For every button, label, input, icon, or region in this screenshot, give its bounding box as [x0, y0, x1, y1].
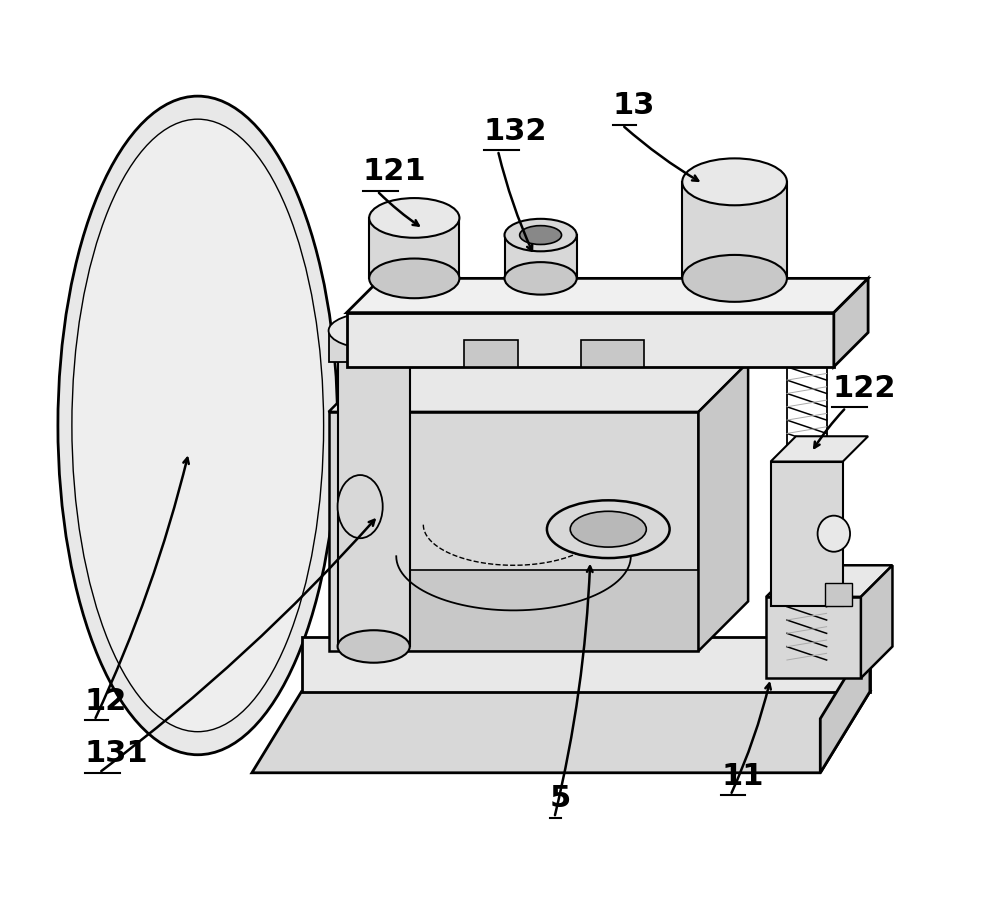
Ellipse shape — [682, 158, 787, 205]
Polygon shape — [505, 235, 577, 279]
Ellipse shape — [72, 119, 324, 732]
Ellipse shape — [338, 475, 383, 538]
Ellipse shape — [505, 219, 577, 252]
Polygon shape — [347, 312, 834, 367]
Ellipse shape — [818, 516, 850, 552]
Polygon shape — [861, 566, 892, 678]
Polygon shape — [369, 218, 459, 279]
Ellipse shape — [520, 225, 562, 244]
Polygon shape — [329, 330, 419, 362]
Ellipse shape — [338, 319, 410, 351]
Ellipse shape — [329, 312, 419, 348]
Polygon shape — [698, 362, 748, 651]
Polygon shape — [766, 566, 892, 597]
Polygon shape — [820, 637, 870, 773]
Polygon shape — [825, 584, 852, 605]
Ellipse shape — [58, 96, 338, 755]
Polygon shape — [347, 279, 868, 312]
Polygon shape — [834, 279, 868, 367]
Polygon shape — [464, 339, 518, 367]
Polygon shape — [369, 570, 698, 651]
Ellipse shape — [369, 259, 459, 299]
Text: 122: 122 — [832, 374, 896, 403]
Polygon shape — [581, 339, 644, 367]
Text: 121: 121 — [363, 157, 426, 186]
Text: 11: 11 — [721, 762, 764, 791]
Text: 132: 132 — [484, 117, 547, 146]
Ellipse shape — [505, 262, 577, 295]
Ellipse shape — [682, 255, 787, 302]
Polygon shape — [771, 462, 843, 605]
Ellipse shape — [570, 511, 646, 548]
Text: 12: 12 — [85, 687, 127, 716]
Polygon shape — [338, 335, 410, 646]
Polygon shape — [252, 691, 870, 773]
Polygon shape — [302, 637, 870, 691]
Ellipse shape — [547, 500, 670, 558]
Polygon shape — [771, 436, 868, 462]
Ellipse shape — [369, 198, 459, 238]
Ellipse shape — [338, 630, 410, 662]
Polygon shape — [329, 362, 748, 412]
Polygon shape — [682, 182, 787, 279]
Text: 13: 13 — [613, 91, 655, 120]
Text: 131: 131 — [85, 739, 149, 768]
Polygon shape — [329, 412, 698, 651]
Polygon shape — [766, 597, 861, 678]
Text: 5: 5 — [550, 785, 571, 814]
